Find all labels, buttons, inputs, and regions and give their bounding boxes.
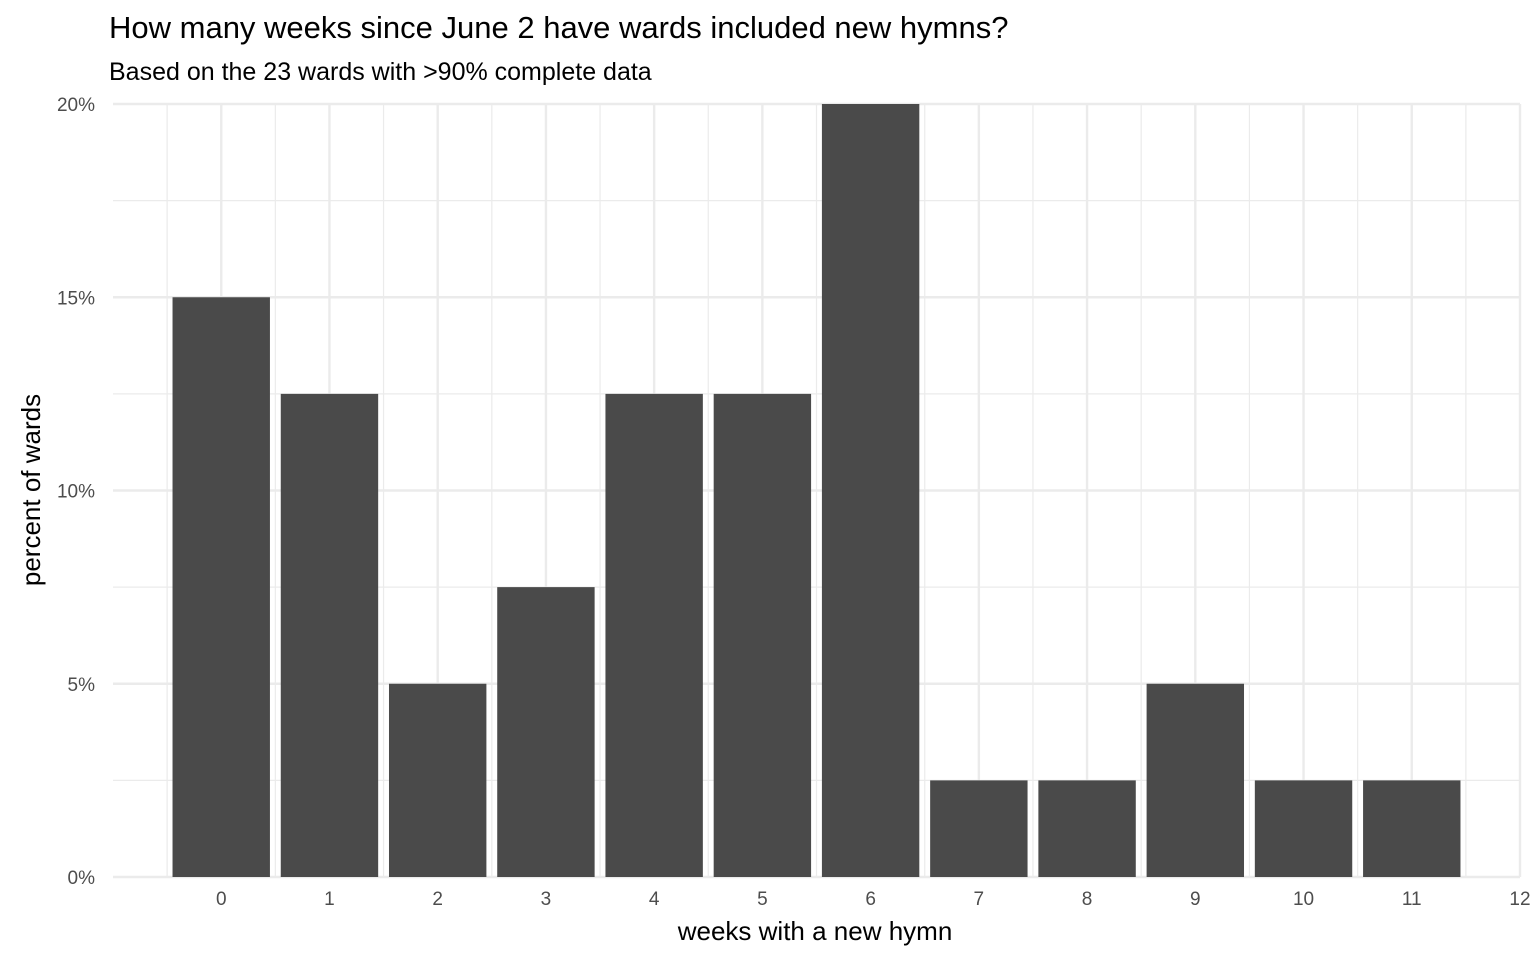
bars [172, 104, 1461, 877]
bar-8 [1038, 780, 1136, 877]
x-tick-label: 0 [216, 889, 227, 910]
bar-5 [713, 393, 812, 877]
x-tick-label: 12 [1509, 889, 1530, 910]
bar-6 [821, 104, 920, 877]
y-tick-label: 10% [57, 482, 95, 503]
bar-11 [1363, 780, 1461, 877]
bar-1 [280, 393, 379, 877]
bar-9 [1146, 683, 1245, 877]
x-tick-label: 10 [1293, 889, 1314, 910]
x-tick-label: 9 [1190, 889, 1201, 910]
bar-3 [497, 587, 595, 877]
x-tick-label: 8 [1082, 889, 1093, 910]
x-tick-label: 1 [324, 889, 335, 910]
chart-subtitle: Based on the 23 wards with >90% complete… [109, 58, 652, 86]
bar-7 [930, 780, 1028, 877]
x-tick-label: 5 [757, 889, 768, 910]
x-tick-label: 4 [649, 889, 660, 910]
y-tick-label: 0% [68, 868, 96, 889]
bar-0 [172, 297, 270, 877]
bar-2 [388, 683, 487, 877]
x-tick-label: 11 [1402, 889, 1422, 910]
x-axis-ticks: 0 1 2 3 4 5 6 7 8 9 10 11 12 [216, 889, 1531, 910]
x-tick-label: 3 [541, 889, 552, 910]
x-axis-title: weeks with a new hymn [677, 916, 953, 946]
bar-4 [605, 393, 703, 877]
y-axis-title: percent of wards [16, 394, 46, 586]
y-axis-ticks: 0% 5% 10% 15% 20% [57, 95, 95, 889]
y-tick-label: 15% [57, 288, 95, 309]
bar-10 [1254, 780, 1353, 877]
x-tick-label: 6 [865, 889, 876, 910]
y-tick-label: 5% [68, 675, 96, 696]
x-tick-label: 2 [432, 889, 443, 910]
chart-title: How many weeks since June 2 have wards i… [109, 10, 1009, 45]
y-tick-label: 20% [57, 95, 95, 116]
x-tick-label: 7 [974, 889, 985, 910]
